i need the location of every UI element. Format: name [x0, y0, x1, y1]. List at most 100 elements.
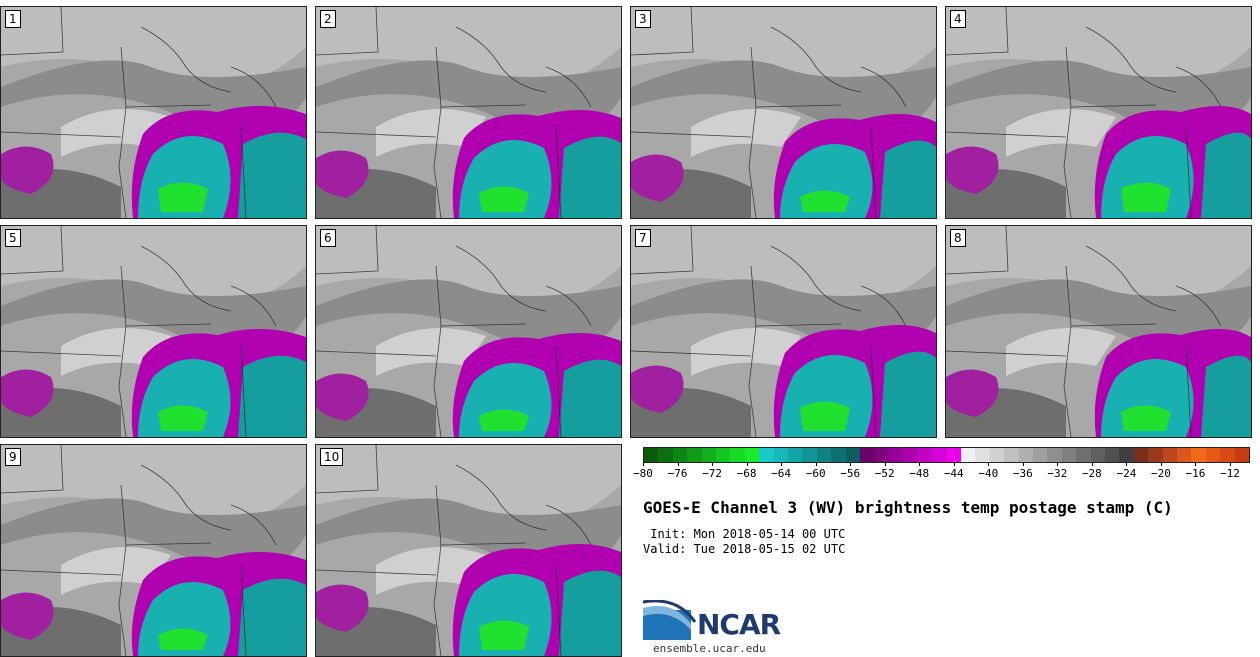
colorbar-cell [903, 448, 918, 462]
colorbar-cell [788, 448, 803, 462]
colorbar-cell [1162, 448, 1178, 462]
colorbar-cell [701, 448, 717, 462]
panel-number: 7 [635, 229, 651, 247]
valid-time: Valid: Tue 2018-05-15 02 UTC [643, 542, 846, 556]
colorbar-tick-label: −72 [702, 467, 722, 480]
colorbar-tick-label: −44 [943, 467, 964, 480]
colorbar-cell [658, 448, 673, 462]
colorbar [643, 447, 1250, 463]
colorbar-tick-mark [1230, 462, 1231, 466]
colorbar-cell [1220, 448, 1235, 462]
water-vapor-map [631, 7, 936, 218]
colorbar-cell [730, 448, 745, 462]
colorbar-tick-label: −76 [667, 467, 688, 480]
init-time: Init: Mon 2018-05-14 00 UTC [643, 527, 846, 541]
colorbar-cell [975, 448, 990, 462]
colorbar-tick-mark [1057, 462, 1059, 466]
colorbar-tick-label: −56 [840, 467, 861, 480]
panel-number: 8 [950, 229, 966, 247]
colorbar-cell [1148, 448, 1163, 462]
postage-stamp-panel: 7 [630, 225, 937, 438]
postage-stamp-panel: 4 [945, 6, 1252, 219]
postage-stamp-panel: 9 [0, 444, 307, 657]
postage-stamp-panel: 5 [0, 225, 307, 438]
water-vapor-map [316, 445, 621, 656]
colorbar-cell [932, 448, 947, 462]
colorbar-cell [1047, 448, 1062, 462]
water-vapor-map [946, 7, 1251, 218]
colorbar-cell [1032, 448, 1048, 462]
colorbar-tick-mark [781, 462, 783, 466]
website-url: ensemble.ucar.edu [653, 642, 766, 655]
colorbar-cell [1177, 448, 1192, 462]
panel-number: 3 [635, 10, 651, 28]
colorbar-cell [1133, 448, 1149, 462]
colorbar-ticks: −80 −76 −72 −68 −64 −60 −56 −52 −48 −44 −40 −36 −32 −… [633, 462, 1248, 486]
panel-number: 1 [5, 10, 21, 28]
colorbar-cell [1191, 448, 1206, 462]
colorbar-tick-mark [1160, 462, 1162, 466]
colorbar-tick-label: −20 [1151, 467, 1171, 480]
colorbar-tick-label: −52 [874, 467, 895, 480]
colorbar-cell [716, 448, 731, 462]
water-vapor-map [1, 445, 306, 656]
colorbar-cell [816, 448, 832, 462]
postage-stamp-panel: 10 [315, 444, 622, 657]
colorbar-cell [960, 448, 976, 462]
colorbar-tick-mark [1126, 462, 1128, 466]
colorbar-tick-label: −48 [909, 467, 930, 480]
colorbar-tick-mark [746, 462, 748, 466]
colorbar-tick-mark [677, 462, 679, 466]
water-vapor-map [1, 226, 306, 437]
colorbar-tick-label: −12 [1220, 467, 1240, 480]
postage-stamp-panel: 1 [0, 6, 307, 219]
colorbar-cell [917, 448, 933, 462]
colorbar-cell [759, 448, 774, 462]
postage-stamp-panel: 6 [315, 225, 622, 438]
water-vapor-map [316, 226, 621, 437]
panel-number: 5 [5, 229, 21, 247]
colorbar-tick-mark [1091, 462, 1093, 466]
colorbar-cell [687, 448, 702, 462]
colorbar-tick-mark [850, 462, 852, 466]
colorbar-cell [1076, 448, 1091, 462]
colorbar-tick-mark [1195, 462, 1197, 466]
postage-stamp-panel: 8 [945, 225, 1252, 438]
colorbar-cell [1061, 448, 1077, 462]
colorbar-tick-label: −24 [1116, 467, 1137, 480]
water-vapor-map [946, 226, 1251, 437]
postage-stamp-panel: 3 [630, 6, 937, 219]
water-vapor-map [1, 7, 306, 218]
colorbar-tick-label: −40 [978, 467, 999, 480]
panel-number: 4 [950, 10, 966, 28]
colorbar-cell [1105, 448, 1120, 462]
colorbar-tick-label: −80 [633, 467, 653, 480]
colorbar-tick-mark [988, 462, 990, 466]
colorbar-tick-mark [815, 462, 817, 466]
panel-number: 6 [320, 229, 336, 247]
colorbar-tick-mark [1022, 462, 1024, 466]
colorbar-cell [1090, 448, 1105, 462]
colorbar-tick-label: −16 [1185, 467, 1206, 480]
colorbar-cell [831, 448, 846, 462]
ncar-logo-icon [643, 600, 697, 640]
colorbar-cell [1234, 448, 1250, 462]
colorbar-cell [1205, 448, 1221, 462]
colorbar-cell [860, 448, 875, 462]
colorbar-tick-label: −60 [805, 467, 826, 480]
colorbar-tick-mark [953, 462, 955, 466]
colorbar-cell [744, 448, 760, 462]
colorbar-cell [644, 448, 659, 462]
colorbar-tick-mark [919, 462, 921, 466]
colorbar-cell [989, 448, 1005, 462]
water-vapor-map [631, 226, 936, 437]
colorbar-cell [946, 448, 961, 462]
colorbar-cell [672, 448, 688, 462]
colorbar-cell [1119, 448, 1134, 462]
colorbar-cell [874, 448, 889, 462]
colorbar-tick-label: −36 [1012, 467, 1033, 480]
colorbar-tick-label: −32 [1047, 467, 1068, 480]
colorbar-tick-label: −68 [736, 467, 757, 480]
colorbar-cell [773, 448, 789, 462]
colorbar-tick-label: −64 [771, 467, 792, 480]
